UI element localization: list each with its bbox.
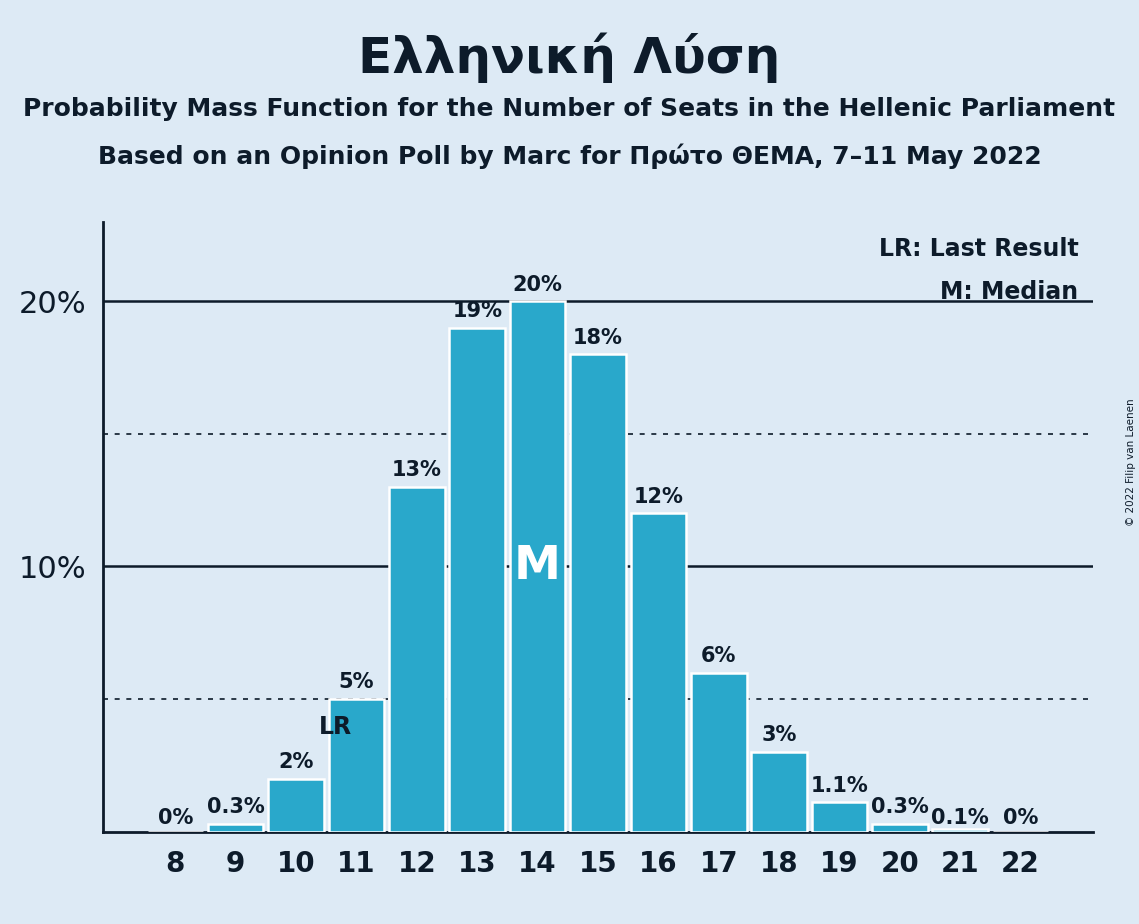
Text: 13%: 13% bbox=[392, 460, 442, 480]
Text: 0%: 0% bbox=[1003, 808, 1039, 828]
Text: 0.1%: 0.1% bbox=[932, 808, 989, 828]
Bar bbox=[208, 823, 263, 832]
Bar bbox=[812, 802, 867, 832]
Bar bbox=[329, 699, 384, 832]
Text: 0.3%: 0.3% bbox=[871, 797, 928, 817]
Bar bbox=[450, 328, 505, 832]
Text: 0%: 0% bbox=[157, 808, 192, 828]
Bar bbox=[872, 823, 927, 832]
Text: 2%: 2% bbox=[278, 752, 313, 772]
Text: © 2022 Filip van Laenen: © 2022 Filip van Laenen bbox=[1126, 398, 1136, 526]
Text: 12%: 12% bbox=[633, 487, 683, 506]
Bar bbox=[631, 514, 686, 832]
Bar bbox=[752, 752, 806, 832]
Text: 20%: 20% bbox=[513, 274, 563, 295]
Bar bbox=[691, 673, 746, 832]
Text: M: Median: M: Median bbox=[941, 280, 1079, 304]
Text: Ελληνική Λύση: Ελληνική Λύση bbox=[359, 32, 780, 83]
Text: 0.3%: 0.3% bbox=[207, 797, 264, 817]
Text: 19%: 19% bbox=[452, 301, 502, 322]
Bar bbox=[269, 779, 323, 832]
Bar bbox=[571, 354, 625, 832]
Text: Based on an Opinion Poll by Marc for Πρώτο ΘΕΜΑ, 7–11 May 2022: Based on an Opinion Poll by Marc for Πρώ… bbox=[98, 143, 1041, 169]
Text: 18%: 18% bbox=[573, 328, 623, 347]
Text: 3%: 3% bbox=[762, 725, 797, 746]
Bar bbox=[390, 487, 444, 832]
Text: LR: Last Result: LR: Last Result bbox=[879, 237, 1079, 261]
Text: LR: LR bbox=[319, 715, 352, 739]
Text: 6%: 6% bbox=[700, 646, 737, 666]
Text: Probability Mass Function for the Number of Seats in the Hellenic Parliament: Probability Mass Function for the Number… bbox=[24, 97, 1115, 121]
Text: M: M bbox=[514, 544, 562, 589]
Text: 1.1%: 1.1% bbox=[811, 776, 868, 796]
Text: 5%: 5% bbox=[338, 673, 375, 692]
Bar bbox=[933, 829, 988, 832]
Bar bbox=[510, 301, 565, 832]
